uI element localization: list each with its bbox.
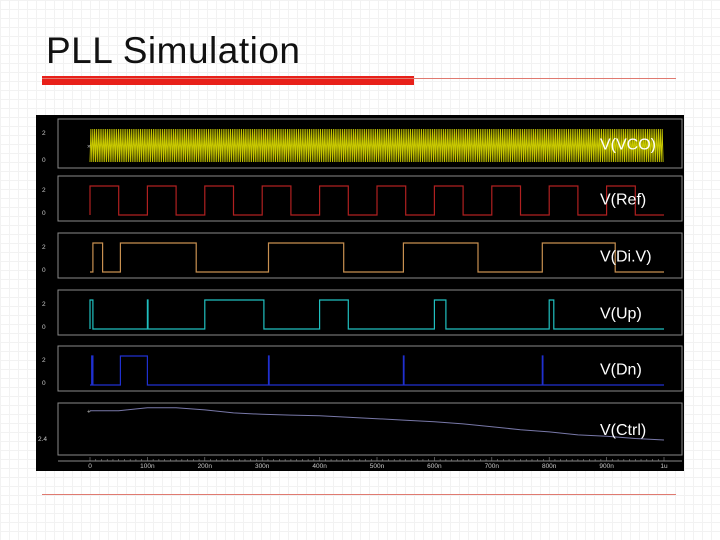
- digital-waveform: [90, 242, 664, 273]
- signal-label: V(Di.V): [600, 249, 652, 266]
- x-tick-label: 900n: [599, 463, 614, 470]
- y-tick-label: 0: [42, 157, 46, 164]
- panel-frame: [57, 345, 683, 392]
- x-tick-label: 1u: [660, 463, 668, 470]
- digital-waveform: [89, 299, 664, 330]
- marker-x: ×: [87, 144, 91, 151]
- footer-rule: [42, 494, 676, 495]
- x-tick-label: 400n: [312, 463, 327, 470]
- panel-frame: [57, 232, 683, 279]
- title-accent-bar: [42, 76, 414, 85]
- vco-waveform: [89, 128, 664, 163]
- simulation-plot: 2 0 × V(VCO) 2 0 V(Ref) 2 0 V(Di.V) 2 0 V(Up) 2 0 V(Dn)…: [36, 115, 684, 471]
- x-tick-label: 200n: [198, 463, 213, 470]
- y-tick-label: 2: [42, 130, 46, 137]
- panel-frame: [57, 289, 683, 336]
- signal-label: V(Up): [600, 306, 642, 323]
- waveform-chart: 2 0 × V(VCO) 2 0 V(Ref) 2 0 V(Di.V) 2 0 V(Up) 2 0 V(Dn)…: [38, 118, 683, 470]
- panel-frame: [57, 402, 683, 456]
- signal-label: V(Ctrl): [600, 422, 646, 439]
- marker-plus: +: [87, 409, 91, 416]
- y-tick-label: 2: [42, 244, 46, 251]
- signal-label: V(Ref): [600, 192, 646, 209]
- slide-title: PLL Simulation: [46, 30, 301, 71]
- x-tick-label: 300n: [255, 463, 270, 470]
- y-tick-label: 2: [42, 301, 46, 308]
- panel-frame: [57, 175, 683, 222]
- x-tick-label: 800n: [542, 463, 557, 470]
- ref-waveform: [89, 185, 664, 216]
- title-underline: [42, 78, 676, 79]
- y-tick-label: 2: [42, 357, 46, 364]
- y-tick-label: 2.4: [38, 436, 47, 443]
- x-tick-label: 100n: [140, 463, 155, 470]
- x-tick-label: 500n: [370, 463, 385, 470]
- y-tick-label: 0: [42, 267, 46, 274]
- panel-frame: [57, 118, 683, 169]
- digital-waveform: [90, 355, 664, 386]
- ctrl-waveform: [90, 407, 665, 441]
- x-tick-label: 700n: [485, 463, 500, 470]
- x-tick-label: 600n: [427, 463, 442, 470]
- y-tick-label: 2: [42, 187, 46, 194]
- y-tick-label: 0: [42, 380, 46, 387]
- signal-label: V(VCO): [600, 137, 656, 154]
- signal-label: V(Dn): [600, 362, 642, 379]
- y-tick-label: 0: [42, 324, 46, 331]
- x-tick-label: 0: [88, 463, 92, 470]
- y-tick-label: 0: [42, 210, 46, 217]
